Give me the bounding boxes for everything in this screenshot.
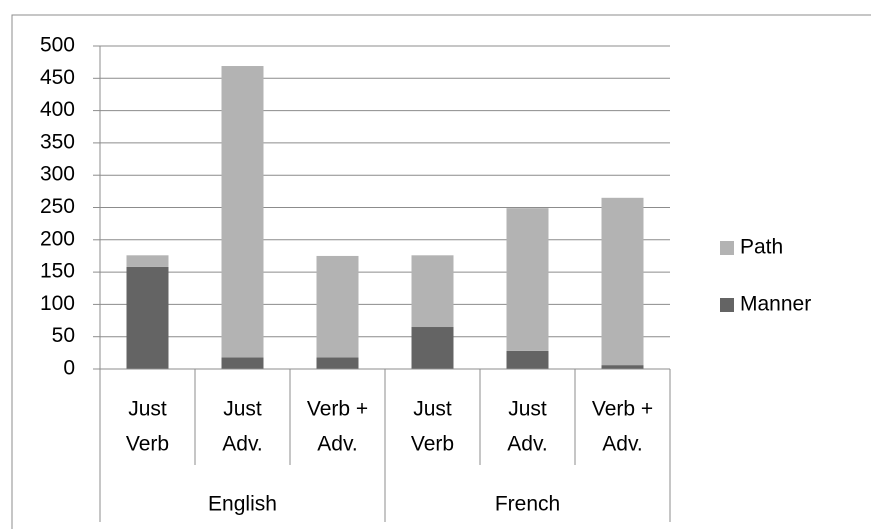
y-tick-label: 450 bbox=[40, 66, 75, 89]
y-tick-label: 100 bbox=[40, 292, 75, 315]
legend-label: Path bbox=[740, 236, 783, 259]
x-tick-label: Adv. bbox=[317, 433, 357, 456]
y-tick-label: 0 bbox=[63, 357, 75, 380]
y-tick-label: 400 bbox=[40, 98, 75, 121]
x-tick-label: Adv. bbox=[602, 433, 642, 456]
y-tick-label: 350 bbox=[40, 130, 75, 153]
bar-segment bbox=[316, 255, 359, 358]
x-tick-label: Just bbox=[223, 398, 262, 421]
x-tick-label: Just bbox=[508, 398, 547, 421]
bar-segment bbox=[316, 357, 359, 369]
legend-swatch bbox=[720, 241, 734, 255]
y-tick-label: 250 bbox=[40, 195, 75, 218]
bar-segment bbox=[411, 327, 454, 369]
y-tick-label: 50 bbox=[52, 324, 75, 347]
y-tick-label: 200 bbox=[40, 227, 75, 250]
legend-label: Manner bbox=[740, 293, 811, 316]
x-tick-label: Verb + bbox=[592, 398, 653, 421]
bar-segment bbox=[506, 350, 549, 369]
group-label: English bbox=[208, 493, 277, 516]
bar-segment bbox=[601, 365, 644, 369]
x-tick-label: Just bbox=[413, 398, 452, 421]
bar-segment bbox=[126, 255, 169, 267]
bar-segment bbox=[601, 197, 644, 366]
x-tick-label: Adv. bbox=[222, 433, 262, 456]
x-tick-label: Verb bbox=[126, 433, 169, 456]
bar-segment bbox=[411, 255, 454, 328]
bar-segment bbox=[221, 357, 264, 369]
chart-frame bbox=[11, 14, 871, 529]
y-tick-label: 500 bbox=[40, 34, 75, 57]
x-tick-label: Adv. bbox=[507, 433, 547, 456]
group-label: French bbox=[495, 493, 560, 516]
x-tick-label: Just bbox=[128, 398, 167, 421]
x-tick-label: Verb bbox=[411, 433, 454, 456]
x-tick-label: Verb + bbox=[307, 398, 368, 421]
bar-segment bbox=[506, 208, 549, 351]
y-tick-label: 150 bbox=[40, 260, 75, 283]
bar-segment bbox=[126, 266, 169, 369]
bar-segment bbox=[221, 66, 264, 358]
legend-swatch bbox=[720, 298, 734, 312]
y-tick-label: 300 bbox=[40, 163, 75, 186]
